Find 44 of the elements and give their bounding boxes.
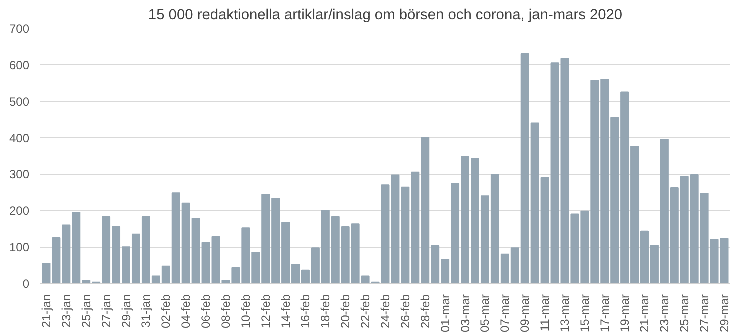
x-tick-label: 14-feb	[278, 294, 293, 329]
y-tick-label: 200	[9, 204, 30, 218]
x-tick-label: 23-jan	[59, 294, 74, 328]
y-tick-label: 600	[9, 58, 30, 72]
x-tick-label: 20-feb	[338, 294, 353, 329]
x-tick-label: 25-mar	[678, 294, 692, 333]
y-tick-label: 700	[9, 22, 30, 36]
x-tick-label: 03-mar	[458, 294, 472, 333]
x-tick-label: 09-mar	[518, 294, 532, 333]
x-tick-label: 24-feb	[378, 294, 392, 329]
x-tick-label: 21-jan	[39, 294, 54, 328]
x-tick-label: 12-feb	[258, 294, 273, 329]
y-tick-label: 0	[22, 277, 30, 291]
x-tick-label: 13-mar	[558, 294, 572, 333]
x-tick-label: 04-feb	[179, 294, 194, 329]
x-tick-label: 28-feb	[418, 294, 432, 329]
chart-title: 15 000 redaktionella artiklar/inslag om börsen och corona, jan-mars 2020	[148, 8, 623, 24]
x-tick-label: 02-feb	[159, 294, 174, 329]
x-tick-label: 06-feb	[199, 294, 214, 329]
x-tick-label: 27-jan	[99, 294, 114, 328]
x-tick-label: 05-mar	[478, 294, 492, 333]
x-tick-label: 27-mar	[698, 294, 712, 333]
x-tick-label: 23-mar	[658, 294, 672, 333]
x-tick-label: 07-mar	[498, 294, 512, 333]
y-tick-label: 500	[9, 94, 30, 109]
x-tick-label: 21-mar	[638, 294, 652, 333]
x-tick-label: 08-feb	[218, 294, 233, 329]
y-tick-label: 400	[9, 131, 30, 146]
x-tick-label: 22-feb	[358, 294, 373, 329]
x-tick-label: 19-mar	[618, 294, 632, 333]
y-tick-label: 300	[9, 168, 30, 182]
x-tick-label: 16-feb	[298, 294, 313, 329]
x-tick-label: 31-jan	[139, 294, 154, 328]
x-tick-label: 29-mar	[718, 294, 732, 333]
y-tick-label: 100	[9, 240, 30, 255]
x-tick-label: 25-jan	[79, 294, 94, 328]
x-tick-label: 26-feb	[398, 294, 412, 329]
x-tick-label: 18-feb	[318, 294, 333, 329]
x-tick-label: 01-mar	[438, 294, 452, 333]
x-tick-label: 10-feb	[238, 294, 253, 329]
x-tick-label: 29-jan	[119, 294, 134, 328]
x-tick-label: 17-mar	[598, 294, 612, 333]
x-tick-label: 15-mar	[578, 294, 592, 333]
x-tick-label: 11-mar	[538, 294, 552, 332]
